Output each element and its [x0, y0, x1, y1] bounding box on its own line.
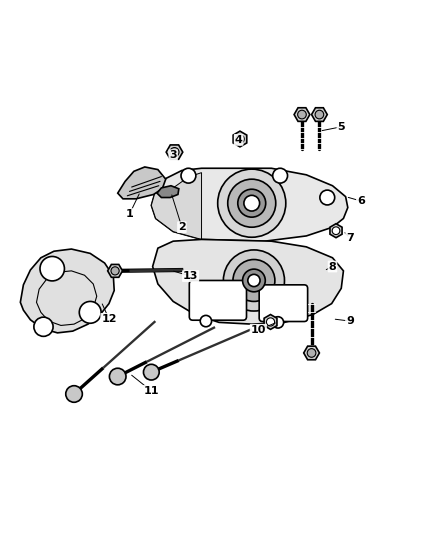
Text: 13: 13: [183, 271, 198, 281]
Text: 8: 8: [328, 262, 336, 271]
Polygon shape: [264, 314, 277, 329]
Polygon shape: [330, 224, 342, 238]
Circle shape: [332, 227, 340, 235]
Text: 3: 3: [170, 150, 177, 160]
Polygon shape: [118, 167, 166, 199]
Circle shape: [236, 135, 244, 143]
Circle shape: [228, 179, 276, 227]
Circle shape: [110, 368, 126, 385]
Text: 6: 6: [357, 196, 365, 206]
Text: 1: 1: [126, 209, 133, 219]
Polygon shape: [108, 264, 123, 277]
Circle shape: [144, 364, 159, 380]
Circle shape: [181, 168, 196, 183]
Circle shape: [223, 250, 285, 311]
Polygon shape: [294, 108, 310, 122]
Circle shape: [238, 189, 266, 217]
Circle shape: [248, 274, 260, 287]
Polygon shape: [151, 168, 348, 241]
Circle shape: [111, 267, 119, 275]
Circle shape: [273, 168, 288, 183]
Circle shape: [244, 195, 260, 211]
Circle shape: [34, 317, 53, 336]
Polygon shape: [20, 249, 114, 333]
Circle shape: [79, 302, 101, 323]
Polygon shape: [311, 108, 327, 122]
Circle shape: [66, 386, 82, 402]
Text: 7: 7: [346, 233, 354, 243]
Text: 2: 2: [178, 222, 186, 232]
Circle shape: [307, 349, 316, 357]
Text: 12: 12: [101, 314, 117, 324]
FancyBboxPatch shape: [259, 285, 307, 321]
FancyBboxPatch shape: [189, 280, 247, 320]
Polygon shape: [157, 185, 179, 198]
Circle shape: [200, 316, 212, 327]
Polygon shape: [151, 173, 201, 239]
Text: 10: 10: [251, 325, 266, 335]
Polygon shape: [233, 131, 247, 147]
Text: 9: 9: [346, 316, 354, 326]
Polygon shape: [166, 145, 183, 159]
Text: 4: 4: [235, 135, 243, 145]
Text: 11: 11: [144, 386, 159, 396]
Circle shape: [320, 190, 335, 205]
Polygon shape: [152, 239, 343, 324]
Text: 5: 5: [337, 122, 345, 132]
Circle shape: [272, 317, 284, 328]
Polygon shape: [304, 346, 319, 360]
Circle shape: [315, 110, 324, 119]
Circle shape: [40, 256, 64, 281]
Circle shape: [298, 110, 306, 119]
Circle shape: [233, 260, 275, 302]
Circle shape: [243, 269, 265, 292]
Circle shape: [266, 318, 275, 326]
Circle shape: [218, 169, 286, 237]
Circle shape: [170, 148, 179, 157]
